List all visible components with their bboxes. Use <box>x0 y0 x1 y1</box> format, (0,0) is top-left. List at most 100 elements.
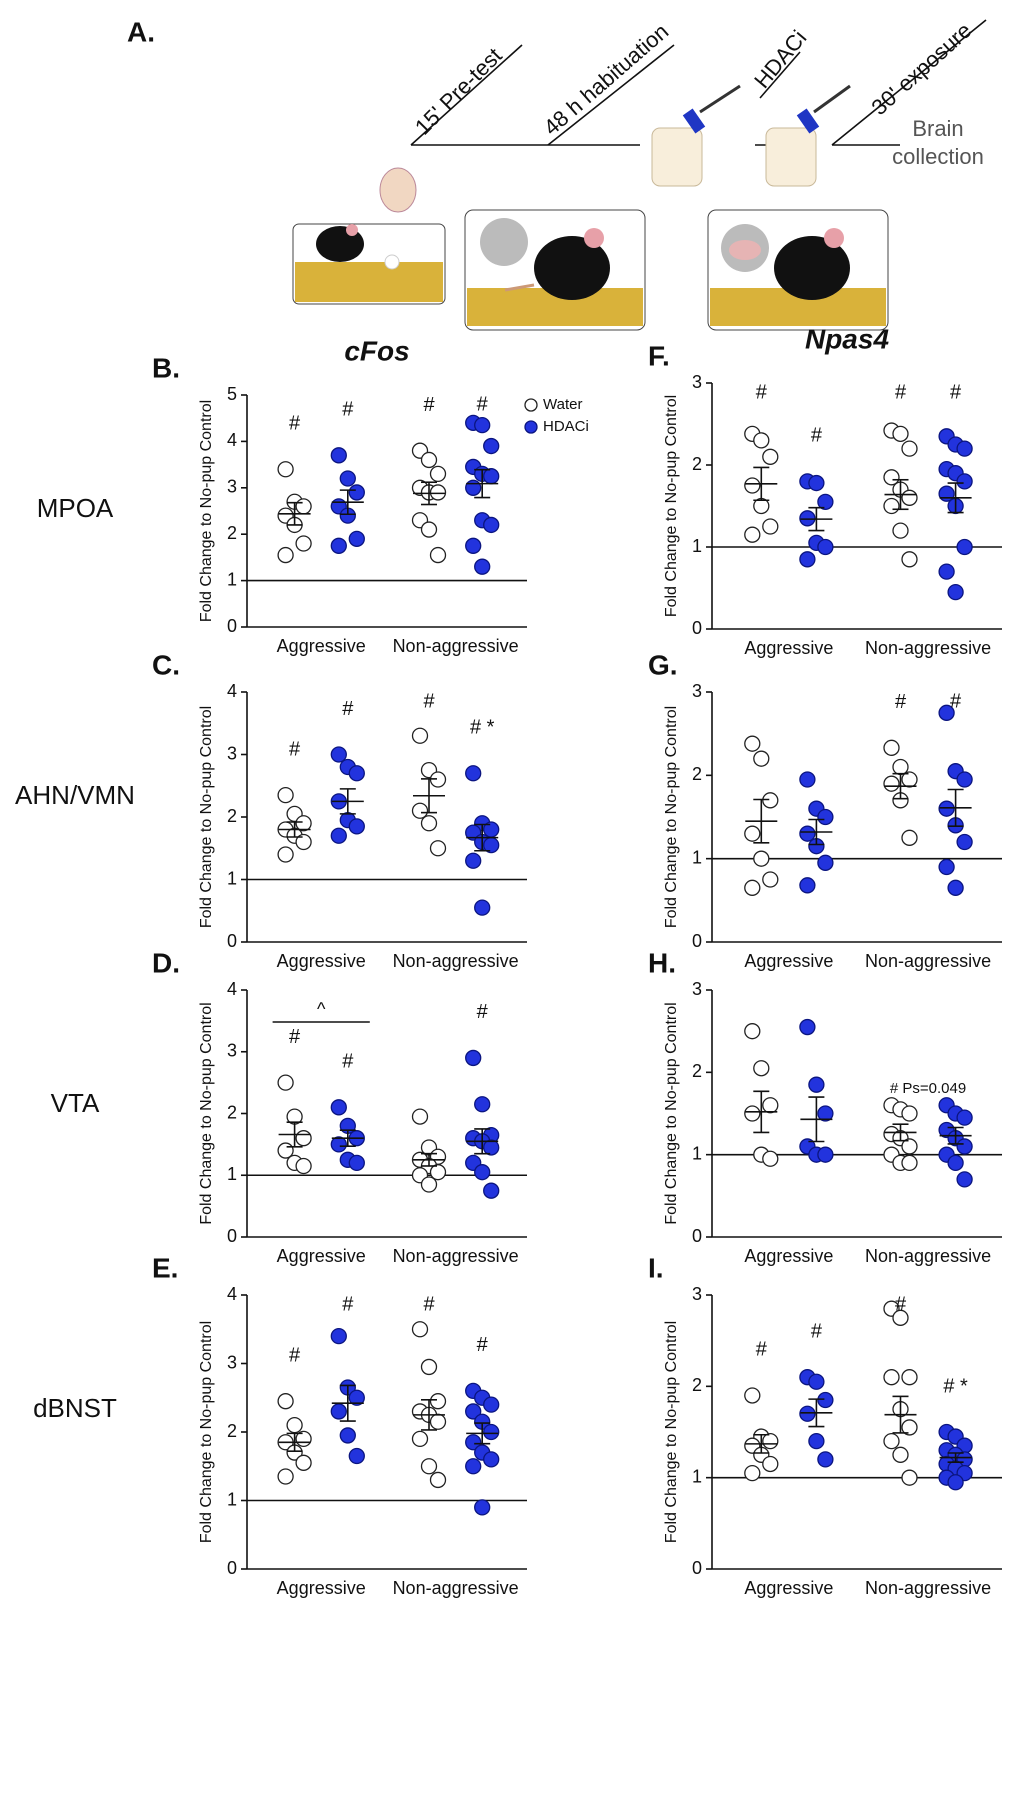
data-point <box>744 735 761 752</box>
data-point <box>348 765 365 782</box>
data-point <box>799 771 816 788</box>
x-tick-label: Non-aggressive <box>865 1578 991 1598</box>
timeline-tick <box>547 44 675 146</box>
data-point <box>762 1097 779 1114</box>
annotation: ^ <box>317 999 326 1019</box>
y-tick-label: 4 <box>227 430 237 450</box>
data-point <box>892 758 909 776</box>
step-label: 48 h habituation <box>539 19 674 141</box>
significance-marker: # <box>423 1293 435 1315</box>
data-point <box>956 771 973 788</box>
y-tick-label: 4 <box>227 1284 237 1304</box>
end-label: Brain <box>912 116 963 141</box>
y-axis-label: Fold Change to No-pup Control <box>663 1002 680 1224</box>
row-label: dBNST <box>33 1393 117 1423</box>
data-point <box>286 1417 303 1434</box>
data-point <box>901 440 918 457</box>
significance-marker: # <box>895 691 907 713</box>
data-point <box>420 815 438 832</box>
x-tick-label: Non-aggressive <box>393 636 519 656</box>
data-point <box>762 1432 779 1450</box>
data-point <box>817 1105 834 1122</box>
x-tick-label: Aggressive <box>277 636 366 656</box>
panel-label: I. <box>648 1252 664 1283</box>
data-point <box>817 538 834 556</box>
y-tick-label: 2 <box>227 1102 237 1122</box>
panel-a: A. 15' Pre-test 48 h habituation HDACi 3… <box>127 16 987 331</box>
data-point <box>465 852 482 869</box>
y-tick-label: 0 <box>227 931 237 951</box>
data-point <box>956 1171 973 1188</box>
y-tick-label: 1 <box>692 847 702 867</box>
data-point <box>474 1499 491 1516</box>
significance-marker: # <box>423 690 435 712</box>
data-point <box>938 704 955 721</box>
y-axis-label: Fold Change to No-pup Control <box>663 706 680 928</box>
significance-marker: # <box>477 393 489 415</box>
legend-swatch <box>524 420 538 434</box>
data-point <box>348 1447 365 1465</box>
x-tick-label: Aggressive <box>744 951 833 971</box>
significance-marker: # <box>950 381 962 403</box>
panel-label: G. <box>648 649 678 680</box>
timeline-tick <box>759 51 801 99</box>
bottle <box>651 84 741 187</box>
data-point <box>947 1474 964 1491</box>
significance-marker: # <box>342 1293 354 1315</box>
data-point <box>956 473 973 490</box>
data-point <box>956 1138 973 1155</box>
data-point <box>744 825 761 842</box>
y-tick-label: 2 <box>227 1421 237 1441</box>
panel-label: F. <box>648 340 670 371</box>
data-point <box>799 1405 816 1422</box>
data-point <box>892 522 909 539</box>
data-point <box>744 1023 761 1040</box>
y-tick-label: 0 <box>692 931 702 951</box>
data-point <box>277 461 294 478</box>
chart: I. Fold Change to No-pup Control 0 1 2 3 Aggre… <box>648 1252 1002 1598</box>
x-tick-label: Non-aggressive <box>393 1246 519 1266</box>
data-point <box>883 739 900 756</box>
data-point <box>892 1446 909 1463</box>
data-point <box>474 899 491 916</box>
y-axis-label: Fold Change to No-pup Control <box>663 395 680 617</box>
y-tick-label: 3 <box>227 743 237 763</box>
data-point <box>901 1469 918 1486</box>
y-axis-label: Fold Change to No-pup Control <box>663 1321 680 1543</box>
data-point <box>753 850 770 867</box>
data-point <box>744 526 761 543</box>
chart: C. Fold Change to No-pup Control 0 1 2 3 4 Aggr… <box>152 649 527 971</box>
chart: F. Npas4 Fold Change to No-pup Control 0 1 2 3… <box>648 323 1002 658</box>
significance-marker: # <box>342 1051 354 1073</box>
data-point <box>799 551 816 568</box>
panel-label: H. <box>648 947 676 978</box>
data-point <box>465 1049 482 1067</box>
cage <box>707 209 889 331</box>
data-point <box>762 871 779 888</box>
data-point <box>744 1387 761 1404</box>
data-point <box>883 469 900 486</box>
data-point <box>465 1458 482 1475</box>
panel-label: D. <box>152 947 180 978</box>
y-tick-label: 4 <box>227 681 237 701</box>
data-point <box>799 1018 816 1036</box>
y-tick-label: 3 <box>692 979 702 999</box>
y-axis-label: Fold Change to No-pup Control <box>198 1321 215 1543</box>
x-tick-label: Non-aggressive <box>865 1246 991 1266</box>
legend-swatch <box>524 398 538 412</box>
data-point <box>956 1109 973 1126</box>
significance-marker: # <box>423 394 435 416</box>
data-point <box>956 833 973 851</box>
data-point <box>483 516 500 534</box>
y-tick-label: 3 <box>692 1284 702 1304</box>
y-tick-label: 2 <box>227 523 237 543</box>
y-tick-label: 2 <box>692 764 702 784</box>
y-tick-label: 1 <box>227 569 237 589</box>
data-point <box>744 879 761 896</box>
data-point <box>744 477 761 494</box>
data-point <box>799 877 816 894</box>
data-point <box>348 1154 365 1172</box>
data-point <box>420 1358 438 1376</box>
data-point <box>429 1413 447 1430</box>
data-point <box>483 1182 500 1199</box>
